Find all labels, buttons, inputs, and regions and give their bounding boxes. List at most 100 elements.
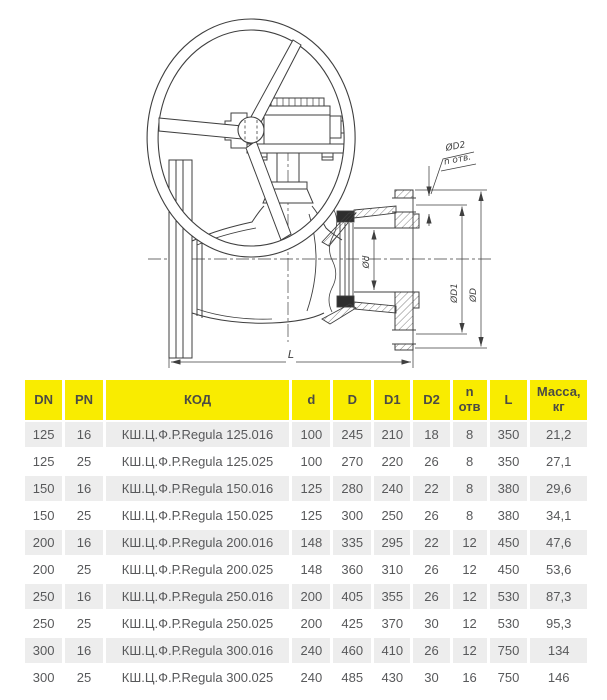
table-cell: 16 <box>65 422 103 447</box>
table-cell: 295 <box>374 530 411 555</box>
column-header: Масса, кг <box>530 380 587 420</box>
table-cell: 29,6 <box>530 476 587 501</box>
table-cell: 450 <box>489 557 528 582</box>
table-cell: 22 <box>413 476 450 501</box>
table-cell: 47,6 <box>530 530 587 555</box>
table-cell: 150 <box>25 476 63 501</box>
table-cell: 200 <box>25 557 63 582</box>
table-cell: 300 <box>25 665 63 690</box>
label-L: L <box>288 348 294 361</box>
table-row: 300 25 КШ.Ц.Ф.Р.Regula 300.025 240 485 430 30 1… <box>25 665 587 690</box>
column-header: D1 <box>374 380 411 420</box>
table-cell: 125 <box>292 476 331 501</box>
table-cell: 750 <box>489 638 528 663</box>
table-header: DN PN КОД d D D1 D2 n отв L Масса, кг <box>25 380 587 420</box>
column-header: D2 <box>413 380 450 420</box>
table-cell: 360 <box>333 557 372 582</box>
table-cell: 146 <box>530 665 587 690</box>
table-cell: 16 <box>65 530 103 555</box>
table-cell: 25 <box>65 611 103 636</box>
table-cell: 12 <box>452 584 487 609</box>
table-cell: 12 <box>452 557 487 582</box>
table-cell: 310 <box>374 557 411 582</box>
table-row: 250 25 КШ.Ц.Ф.Р.Regula 250.025 200 425 370 30 1… <box>25 611 587 636</box>
table-cell: 148 <box>292 557 331 582</box>
table-cell: КШ.Ц.Ф.Р.Regula 200.016 <box>105 530 290 555</box>
table-cell: 300 <box>25 638 63 663</box>
table-cell: 16 <box>65 476 103 501</box>
table-cell: 370 <box>374 611 411 636</box>
table-body: 125 16 КШ.Ц.Ф.Р.Regula 125.016 100 245 210 18 8… <box>25 422 587 690</box>
label-d1: ØD1 <box>449 283 460 304</box>
table-cell: 530 <box>489 611 528 636</box>
table-cell: 30 <box>413 611 450 636</box>
table-cell: 27,1 <box>530 449 587 474</box>
handwheel-hub <box>237 116 265 144</box>
left-flange <box>168 159 193 359</box>
table-cell: 148 <box>292 530 331 555</box>
table-cell: 410 <box>374 638 411 663</box>
break-line <box>328 209 338 313</box>
table-cell: 16 <box>65 584 103 609</box>
table-cell: 200 <box>25 530 63 555</box>
table-cell: 100 <box>292 422 331 447</box>
table-cell: 87,3 <box>530 584 587 609</box>
table-cell: 750 <box>489 665 528 690</box>
table-row: 125 16 КШ.Ц.Ф.Р.Regula 125.016 100 245 210 18 8… <box>25 422 587 447</box>
table-row: 150 16 КШ.Ц.Ф.Р.Regula 150.016 125 280 240 22 8… <box>25 476 587 501</box>
table-cell: 200 <box>292 584 331 609</box>
table-cell: 30 <box>413 665 450 690</box>
column-header: D <box>333 380 372 420</box>
table-cell: 12 <box>452 611 487 636</box>
label-D: ØD <box>468 288 479 303</box>
table-cell: 134 <box>530 638 587 663</box>
table-cell: 200 <box>292 611 331 636</box>
table-cell: 380 <box>489 503 528 528</box>
column-header: n отв <box>452 380 487 420</box>
table-cell: 26 <box>413 584 450 609</box>
table-cell: КШ.Ц.Ф.Р.Regula 250.016 <box>105 584 290 609</box>
valve-spec-table: DN PN КОД d D D1 D2 n отв L Масса, кг 125 16 КШ.Ц.Ф… <box>22 378 590 692</box>
table-cell: 250 <box>25 584 63 609</box>
column-header: DN <box>25 380 63 420</box>
label-bore: Ød <box>361 255 372 269</box>
gearbox-actuator <box>224 97 348 204</box>
table-cell: 25 <box>65 665 103 690</box>
table-cell: 280 <box>333 476 372 501</box>
table-cell: 335 <box>333 530 372 555</box>
table-cell: 125 <box>25 449 63 474</box>
table-row: 125 25 КШ.Ц.Ф.Р.Regula 125.025 100 270 220 26 8… <box>25 449 587 474</box>
table-cell: 250 <box>25 611 63 636</box>
table-cell: 26 <box>413 557 450 582</box>
table-cell: 8 <box>452 449 487 474</box>
header-row: DN PN КОД d D D1 D2 n отв L Масса, кг <box>25 380 587 420</box>
table-cell: 250 <box>374 503 411 528</box>
table-cell: 530 <box>489 584 528 609</box>
valve-drawing-area: ØD2 n отв. ØD1 ØD Ød L <box>146 18 492 368</box>
table-cell: 125 <box>292 503 331 528</box>
table-cell: КШ.Ц.Ф.Р.Regula 125.025 <box>105 449 290 474</box>
table-row: 250 16 КШ.Ц.Ф.Р.Regula 250.016 200 405 355 26 1… <box>25 584 587 609</box>
handwheel-rim <box>146 18 356 258</box>
dimensions <box>168 151 487 368</box>
table-cell: 240 <box>374 476 411 501</box>
table-cell: 16 <box>65 638 103 663</box>
table-cell: 425 <box>333 611 372 636</box>
table-cell: 380 <box>489 476 528 501</box>
table-cell: 25 <box>65 557 103 582</box>
centerlines <box>148 148 492 342</box>
label-d2: ØD2 <box>444 139 467 154</box>
column-header: КОД <box>105 380 290 420</box>
table-cell: 8 <box>452 476 487 501</box>
table-row: 200 25 КШ.Ц.Ф.Р.Regula 200.025 148 360 310 26 1… <box>25 557 587 582</box>
table-cell: 22 <box>413 530 450 555</box>
table-cell: 300 <box>333 503 372 528</box>
neck-walls <box>321 205 397 325</box>
table-cell: 245 <box>333 422 372 447</box>
table-cell: 95,3 <box>530 611 587 636</box>
table-cell: КШ.Ц.Ф.Р.Regula 200.025 <box>105 557 290 582</box>
table-cell: 8 <box>452 422 487 447</box>
table-cell: 34,1 <box>530 503 587 528</box>
table-cell: 350 <box>489 422 528 447</box>
